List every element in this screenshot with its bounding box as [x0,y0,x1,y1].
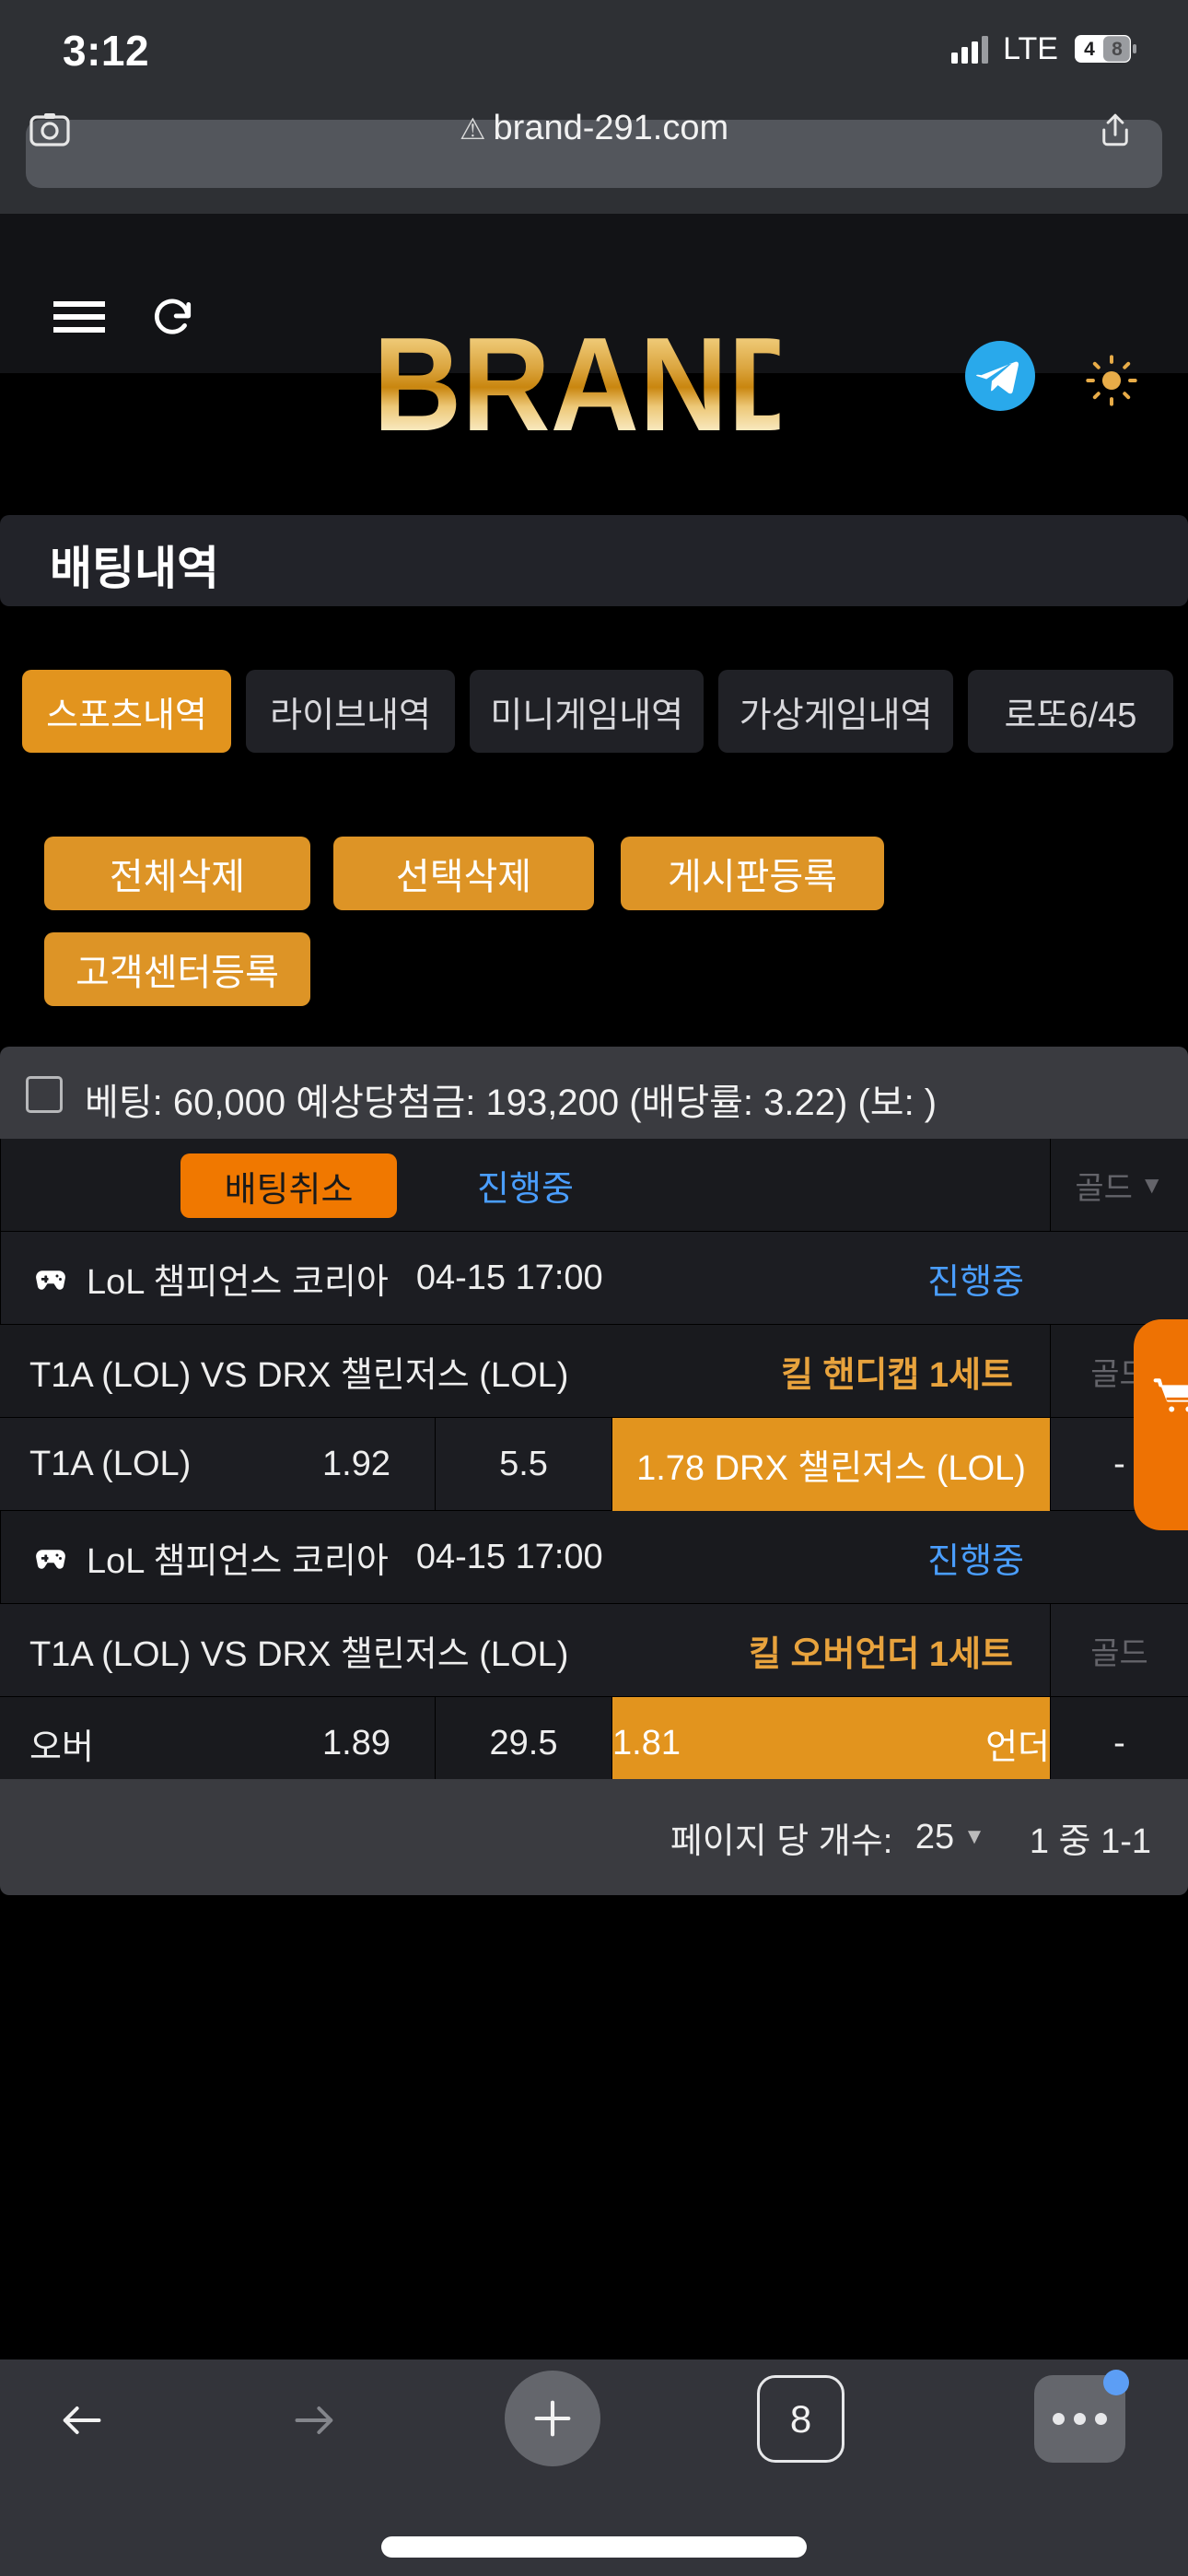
svg-text:8: 8 [1112,39,1123,60]
svg-text:4: 4 [1084,39,1095,60]
